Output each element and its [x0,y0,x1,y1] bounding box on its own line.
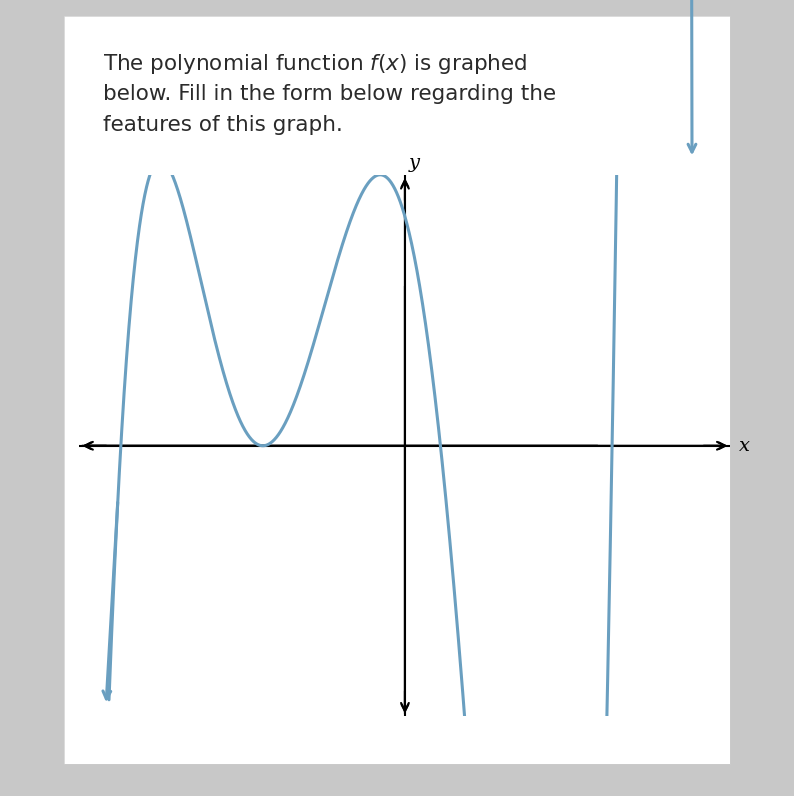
Text: below. Fill in the form below regarding the: below. Fill in the form below regarding … [103,84,557,103]
Text: The polynomial function $f(x)$ is graphed: The polynomial function $f(x)$ is graphe… [103,52,527,76]
Text: y: y [408,154,419,172]
Text: x: x [739,437,750,455]
Text: features of this graph.: features of this graph. [103,115,343,135]
